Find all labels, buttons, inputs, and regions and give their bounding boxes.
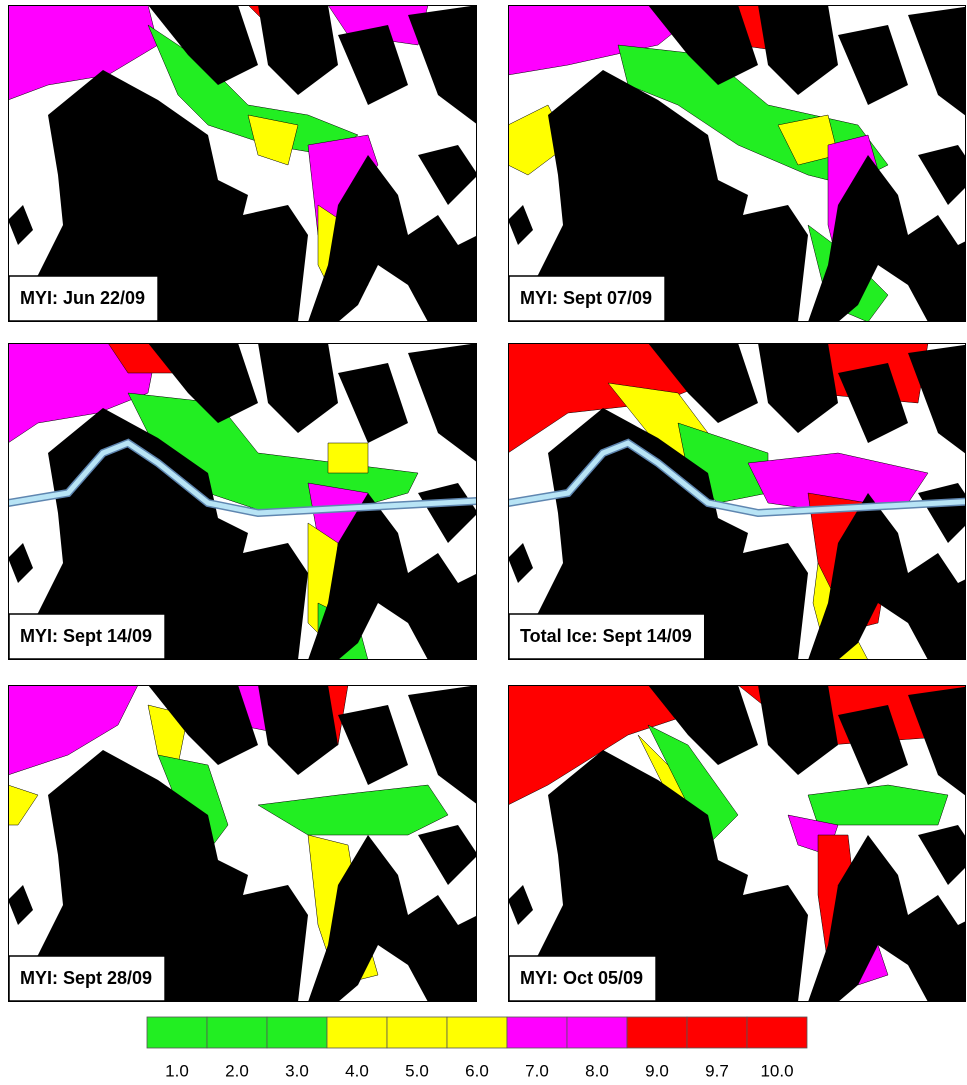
panel-label: MYI: Sept 28/09 xyxy=(20,968,152,988)
legend-label: 9.7 xyxy=(705,1061,729,1080)
legend-swatch xyxy=(327,1017,387,1048)
legend-label: 10.0 xyxy=(760,1061,793,1080)
legend-swatch xyxy=(567,1017,627,1048)
legend-label: 1.0 xyxy=(165,1061,189,1080)
map-panel: MYI: Sept 14/09 xyxy=(8,343,478,660)
map-body xyxy=(8,685,478,1002)
legend-swatch xyxy=(747,1017,807,1048)
map-body xyxy=(8,343,478,660)
map-body xyxy=(508,685,967,1002)
map-panel: Total Ice: Sept 14/09 xyxy=(508,343,967,660)
legend-label: 2.0 xyxy=(225,1061,249,1080)
legend-label: 3.0 xyxy=(285,1061,309,1080)
map-figure: MYI: Jun 22/09 MYI: Sept 07/09 MYI: Sept 1… xyxy=(0,0,967,1085)
legend-swatch xyxy=(507,1017,567,1048)
legend: 1.0 2.0 3.0 4.0 5.0 6.0 7.0 8.0 9.0 9.7 10.0 xyxy=(147,1017,807,1080)
panel-label: MYI: Sept 14/09 xyxy=(20,626,152,646)
panel-label: MYI: Jun 22/09 xyxy=(20,288,145,308)
map-body xyxy=(508,5,967,322)
map-panel: MYI: Sept 07/09 xyxy=(508,5,967,322)
legend-swatch xyxy=(207,1017,267,1048)
panel-label: MYI: Oct 05/09 xyxy=(520,968,643,988)
legend-label: 7.0 xyxy=(525,1061,549,1080)
panel-label: Total Ice: Sept 14/09 xyxy=(520,626,692,646)
legend-swatch xyxy=(687,1017,747,1048)
legend-swatch xyxy=(627,1017,687,1048)
figure: MYI: Jun 22/09 MYI: Sept 07/09 MYI: Sept 1… xyxy=(0,0,967,1085)
legend-label: 9.0 xyxy=(645,1061,669,1080)
legend-swatch xyxy=(387,1017,447,1048)
legend-label: 5.0 xyxy=(405,1061,429,1080)
legend-swatch xyxy=(147,1017,207,1048)
panel-label: MYI: Sept 07/09 xyxy=(520,288,652,308)
legend-label: 6.0 xyxy=(465,1061,489,1080)
map-body xyxy=(508,343,967,660)
map-body xyxy=(8,5,478,322)
legend-label: 4.0 xyxy=(345,1061,369,1080)
map-panel: MYI: Jun 22/09 xyxy=(8,5,478,322)
map-panel: MYI: Sept 28/09 xyxy=(8,685,478,1002)
map-panel: MYI: Oct 05/09 xyxy=(508,685,967,1002)
ice-zone xyxy=(328,443,368,473)
legend-label: 8.0 xyxy=(585,1061,609,1080)
legend-swatch xyxy=(267,1017,327,1048)
legend-swatch xyxy=(447,1017,507,1048)
